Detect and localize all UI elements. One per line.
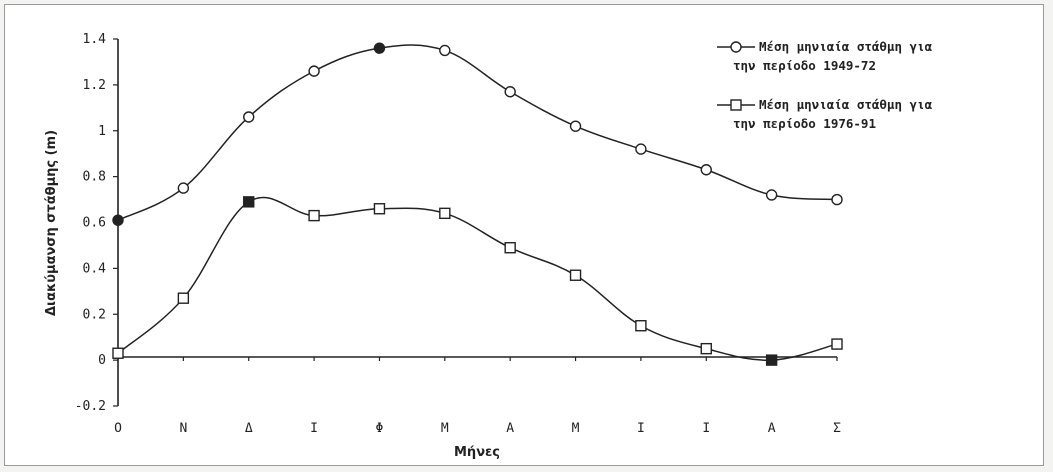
series-1-point [177, 182, 190, 194]
x-tick-label: Μ [441, 421, 449, 436]
legend-marker-1 [730, 41, 742, 53]
y-tick-label: 0.6 [83, 216, 106, 231]
y-tick-label: 0.8 [83, 170, 106, 185]
legend-label-1: Μέση μηνιαία στάθμη για [759, 39, 933, 54]
series-2-line [117, 196, 838, 361]
y-tick-labels: -0.2 0 0.2 0.4 0.6 0.8 1 1.2 1.4 [75, 32, 106, 414]
y-axis-label: Διακύμανση στάθμης (m) [44, 130, 59, 316]
x-tick-label: Α [506, 421, 514, 436]
series-1-point [831, 193, 843, 206]
series-1-line [117, 44, 838, 221]
series-2-point [243, 196, 255, 208]
x-tick-label: Ι [310, 421, 318, 436]
x-tick-label: Μ [572, 421, 580, 436]
series-2-point [177, 292, 190, 304]
legend-label-2: την περίοδο 1976-91 [733, 116, 876, 131]
series-2-point [308, 209, 320, 222]
x-tick-label: Α [768, 421, 776, 436]
series-2-point [504, 242, 516, 254]
chart-frame: -0.2 0 0.2 0.4 0.6 0.8 1 1.2 1.4 Ο Ν Δ Ι Φ Μ Α Μ Ι Ι Α Σ Μέ… [4, 4, 1044, 466]
series-1-point [765, 189, 778, 201]
series-2-point [373, 203, 386, 215]
legend-label-1: την περίοδο 1949-72 [733, 58, 876, 73]
series-2-point [569, 269, 582, 281]
series-1-point [504, 86, 516, 98]
legend-label-2: Μέση μηνιαία στάθμη για [759, 97, 933, 112]
series-1-point [112, 214, 124, 226]
y-tick-label: 1.2 [83, 78, 106, 93]
y-tick-label: 0 [98, 353, 106, 368]
y-tick-label: 0.2 [83, 307, 106, 322]
x-tick-label: Σ [833, 421, 841, 436]
series-1-point [373, 42, 386, 54]
x-tick-label: Φ [376, 421, 384, 436]
series-group [112, 42, 843, 366]
series-1-point [635, 143, 647, 155]
y-tick-label: 1.4 [83, 32, 107, 47]
series-2-point [831, 338, 843, 350]
x-axis-label: Μήνες [454, 445, 500, 460]
y-tick-label: 0.4 [83, 261, 107, 276]
series-1-point [700, 164, 712, 176]
series-2-point [112, 347, 124, 359]
y-tick-label: 1 [98, 124, 106, 139]
series-1-point [243, 111, 255, 123]
series-2-point [635, 320, 647, 332]
axes [113, 38, 838, 407]
series-2-point [439, 207, 451, 220]
series-2-point [765, 354, 778, 366]
series-1-point [308, 65, 320, 77]
series-1-point [569, 120, 582, 132]
series-2-point [700, 342, 712, 355]
x-tick-label: Ν [179, 421, 187, 436]
x-tick-label: Ι [637, 421, 645, 436]
series-1-point [439, 44, 451, 57]
line-chart: -0.2 0 0.2 0.4 0.6 0.8 1 1.2 1.4 Ο Ν Δ Ι Φ Μ Α Μ Ι Ι Α Σ Μέ… [44, 32, 933, 460]
x-tick-label: Ι [702, 421, 710, 436]
legend-marker-2 [730, 99, 742, 111]
y-tick-label: -0.2 [75, 399, 106, 414]
x-tick-label: Δ [245, 421, 253, 436]
x-tick-label: Ο [114, 421, 122, 436]
legend: Μέση μηνιαία στάθμη για την περίοδο 1949-… [717, 39, 933, 131]
